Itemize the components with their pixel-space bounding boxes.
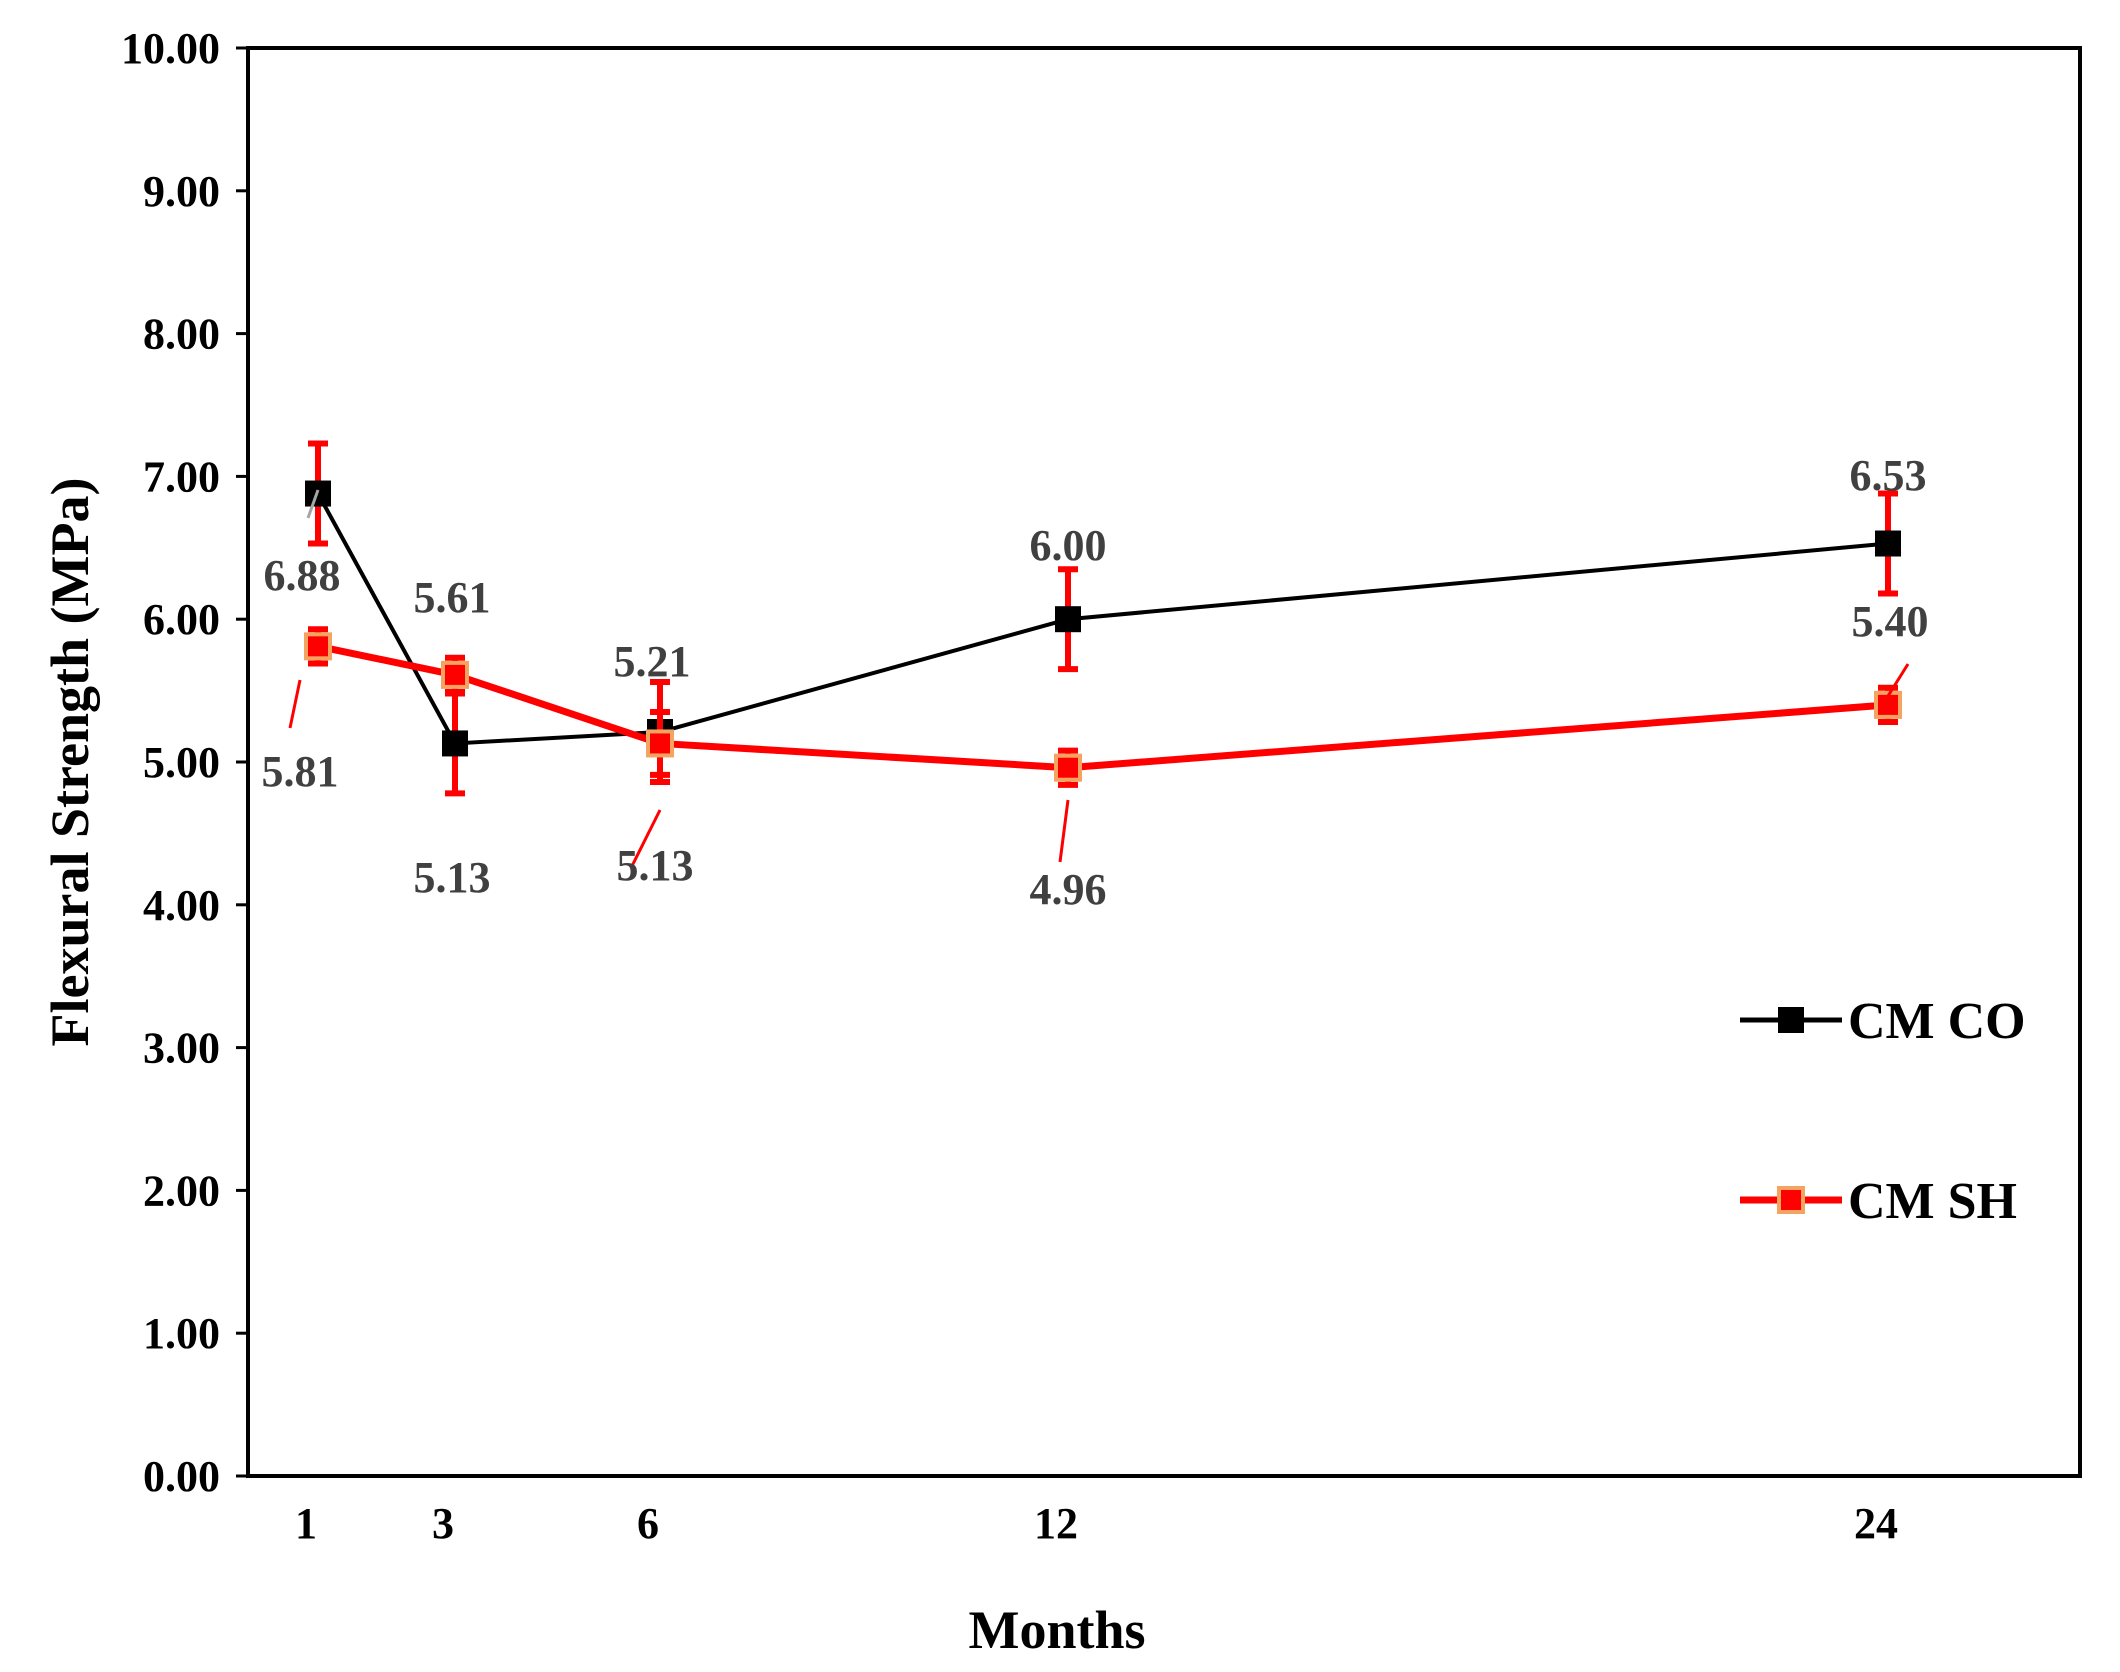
label-leader-line — [1886, 663, 1910, 697]
x-tick-label: 1 — [295, 1499, 317, 1548]
y-tick-label: 3.00 — [143, 1024, 220, 1073]
data-point-marker — [1875, 530, 1901, 557]
data-label: 4.96 — [1030, 865, 1107, 914]
data-point-marker — [1054, 753, 1082, 782]
data-point-marker — [304, 632, 332, 661]
data-point-marker — [1055, 606, 1081, 633]
y-tick-label: 4.00 — [143, 881, 220, 930]
data-label: 6.88 — [264, 551, 341, 600]
y-tick-label: 6.00 — [143, 595, 220, 644]
x-axis-title: Months — [968, 1600, 1145, 1660]
y-tick-label: 8.00 — [143, 310, 220, 359]
data-label: 6.00 — [1030, 521, 1107, 570]
x-tick-label: 3 — [432, 1499, 454, 1548]
legend-item-cm-sh: CM SH — [1740, 1173, 2017, 1230]
series-layer: 6.88 5.13 5.21 6.00 6.53 5.81 5.61 5.13 4.96 5.40 — [262, 440, 1929, 914]
y-axis-title: Flexural Strength (MPa) — [40, 478, 100, 1047]
data-label: 6.53 — [1850, 451, 1927, 500]
data-point-marker — [1874, 690, 1902, 719]
label-leader-line — [306, 489, 320, 519]
legend: CM CO CM SH — [1740, 993, 2026, 1230]
y-tick-label: 0.00 — [143, 1452, 220, 1501]
data-point-marker — [442, 730, 468, 757]
x-axis-ticks: 1 3 6 12 24 — [295, 1499, 1898, 1548]
label-leader-line — [630, 809, 662, 867]
data-label: 5.13 — [617, 841, 694, 890]
data-point-marker — [441, 660, 469, 689]
x-tick-label: 12 — [1034, 1499, 1078, 1548]
label-leader-line — [1058, 799, 1070, 863]
y-tick-label: 1.00 — [143, 1309, 220, 1358]
y-tick-label: 10.00 — [121, 24, 220, 73]
label-leader-line — [288, 679, 302, 729]
legend-marker — [1777, 1186, 1805, 1214]
x-tick-label: 24 — [1854, 1499, 1898, 1548]
legend-label: CM CO — [1848, 993, 2026, 1050]
y-tick-label: 7.00 — [143, 452, 220, 501]
x-tick-label: 6 — [637, 1499, 659, 1548]
data-label: 5.61 — [414, 573, 491, 622]
series-cm-sh: 5.81 5.61 5.13 4.96 5.40 — [262, 573, 1929, 914]
data-point-marker — [646, 729, 674, 758]
data-label: 5.13 — [414, 853, 491, 902]
data-label: 5.40 — [1852, 597, 1929, 646]
y-tick-label: 9.00 — [143, 167, 220, 216]
data-label: 5.81 — [262, 747, 339, 796]
y-axis-ticks: 0.00 1.00 2.00 3.00 4.00 5.00 6.00 7.00 8.00 9.00… — [121, 24, 248, 1501]
legend-label: CM SH — [1848, 1173, 2017, 1230]
y-tick-label: 2.00 — [143, 1166, 220, 1215]
legend-item-cm-co: CM CO — [1740, 993, 2026, 1050]
y-tick-label: 5.00 — [143, 738, 220, 787]
data-label: 5.21 — [614, 637, 691, 686]
legend-marker — [1778, 1007, 1804, 1033]
